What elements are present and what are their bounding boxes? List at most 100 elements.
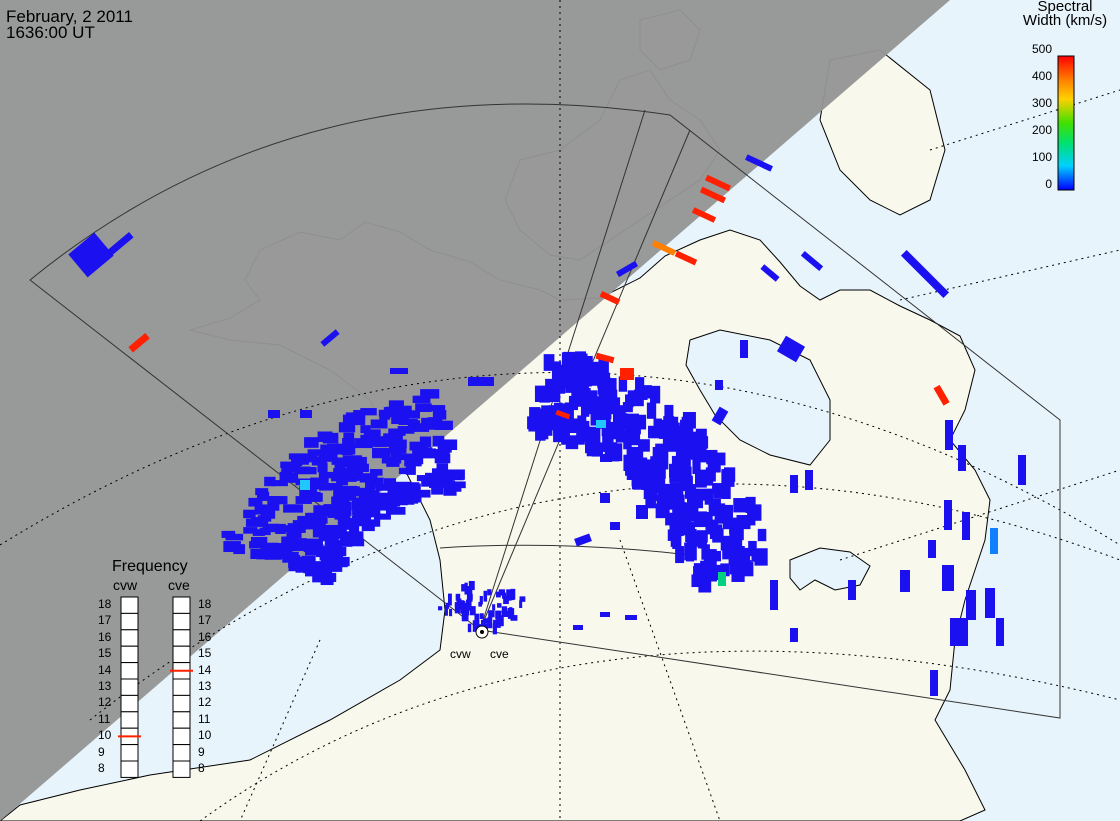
echo-cell	[574, 533, 592, 547]
echo-cell	[268, 410, 280, 418]
echo-cell	[321, 559, 332, 568]
echo-cell	[626, 465, 638, 480]
echo-cell	[438, 606, 443, 611]
frequency-tick: 9	[198, 744, 205, 759]
echo-cell	[405, 465, 416, 475]
echo-cell	[98, 231, 134, 264]
echo-cell	[686, 491, 698, 510]
echo-cell	[666, 498, 680, 510]
frequency-cell	[172, 744, 191, 762]
echo-cell	[695, 428, 707, 446]
echo-cell	[645, 492, 656, 509]
echo-cell	[301, 523, 321, 530]
echo-cell	[257, 492, 269, 501]
echo-cell	[318, 471, 338, 479]
echo-cell	[336, 443, 356, 455]
colorbar-title-line1: Spectral	[1037, 0, 1093, 15]
frequency-tick: 8	[198, 761, 205, 775]
frequency-tick: 11	[198, 711, 211, 726]
frequency-cell	[172, 711, 191, 729]
frequency-tick: 12	[198, 695, 212, 710]
echo-cell	[714, 509, 726, 524]
echo-cell	[368, 477, 384, 487]
echo-cell	[569, 418, 580, 434]
echo-cell	[503, 595, 509, 605]
frequency-cell	[120, 629, 139, 647]
echo-cell-orange	[651, 240, 677, 256]
echo-cell	[346, 462, 361, 474]
echo-cell	[722, 513, 732, 530]
echo-cell	[260, 508, 276, 519]
frequency-scales	[118, 596, 193, 778]
echo-cell	[257, 519, 269, 527]
echo-cell	[722, 504, 733, 521]
echo-cell	[694, 511, 708, 528]
echo-cell	[790, 475, 798, 493]
echo-cell	[675, 546, 685, 564]
echo-cell	[379, 413, 391, 420]
echo-cell	[360, 425, 371, 434]
echo-cell	[723, 467, 736, 482]
echo-cell	[564, 402, 574, 420]
echo-cell	[643, 488, 657, 500]
echo-cell	[625, 394, 634, 408]
time-label: 1636:00 UT	[6, 23, 95, 42]
frequency-cell	[120, 612, 139, 631]
echo-cell	[776, 335, 806, 363]
echo-cell	[698, 451, 709, 462]
echo-cell	[412, 489, 431, 498]
echo-cell	[686, 551, 695, 562]
echo-cell	[600, 454, 612, 462]
echo-cell	[323, 565, 343, 572]
echo-cell	[900, 570, 910, 592]
echo-cell	[397, 425, 415, 434]
frequency-tick: 10	[198, 728, 212, 743]
echo-cell	[468, 377, 494, 386]
echo-cell	[720, 563, 730, 577]
echo-cell	[483, 590, 488, 602]
echo-cell	[648, 425, 660, 439]
echo-cell	[638, 439, 650, 452]
echo-cell	[712, 483, 722, 494]
echo-cell	[942, 565, 954, 591]
echo-cell	[751, 549, 761, 562]
echo-cell	[693, 563, 705, 577]
echo-cell	[733, 498, 747, 513]
echo-cell	[357, 438, 371, 446]
echo-cell	[398, 467, 413, 475]
echo-cell	[708, 498, 721, 517]
echo-cell	[432, 435, 445, 447]
echo-cell	[699, 186, 727, 204]
echo-cell	[435, 449, 450, 457]
echo-cell	[618, 376, 628, 392]
echo-cell	[529, 407, 541, 419]
echo-cell	[297, 467, 317, 475]
echo-cell	[370, 419, 388, 429]
echo-cell	[68, 232, 114, 278]
echo-cell	[327, 444, 339, 452]
echo-cell	[800, 250, 824, 272]
echo-cell	[590, 361, 602, 373]
frequency-tick: 17	[198, 613, 212, 628]
echo-cell	[487, 589, 492, 596]
echo-cell	[342, 437, 355, 447]
echo-cell	[479, 613, 484, 619]
echo-cell	[292, 520, 310, 528]
echo-cell	[389, 442, 407, 454]
echo-cell	[295, 564, 310, 573]
echo-cell	[249, 541, 262, 549]
echo-cell	[620, 368, 634, 380]
echo-cell	[623, 431, 632, 450]
echo-cell	[345, 412, 366, 420]
echo-cell	[996, 618, 1004, 646]
echo-cell	[731, 566, 745, 582]
echo-cell	[633, 477, 648, 490]
echo-cell	[469, 606, 476, 616]
echo-cell	[291, 457, 309, 465]
echo-cell	[933, 384, 950, 406]
echo-cell	[267, 501, 280, 511]
echo-cell	[444, 604, 448, 616]
echo-cell	[450, 481, 466, 489]
echo-cell	[528, 418, 541, 432]
